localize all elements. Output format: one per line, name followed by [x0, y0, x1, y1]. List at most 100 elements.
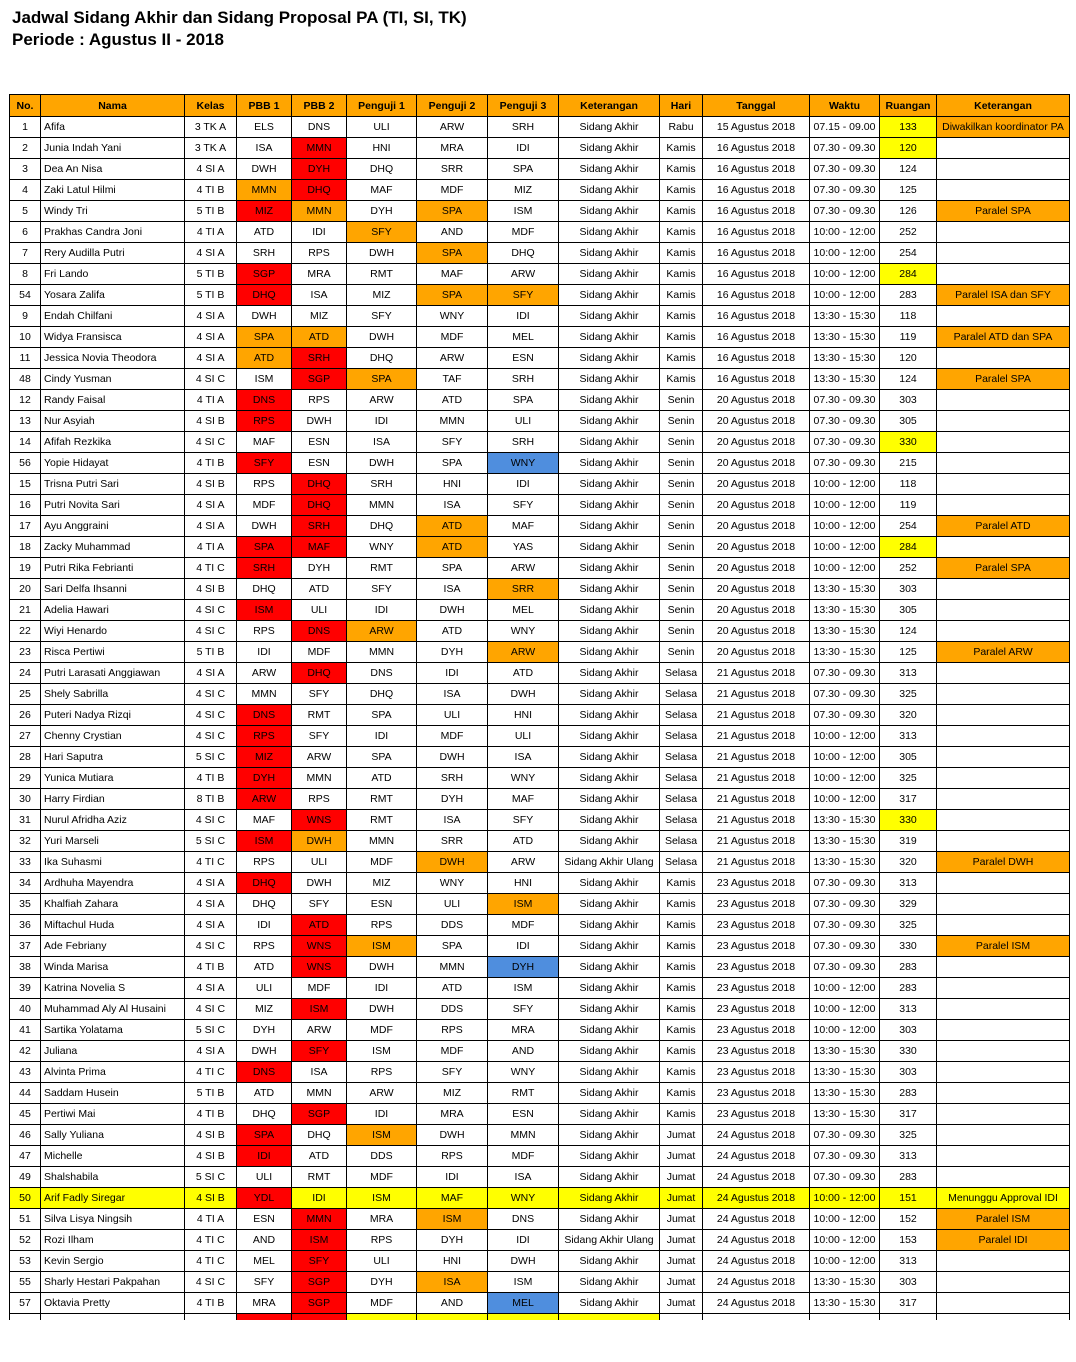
cell-keterangan: Sidang Akhir: [558, 1166, 660, 1188]
cell-waktu: 07.30 - 09.30: [809, 914, 880, 936]
cell-keterangan: Sidang Akhir: [558, 725, 660, 747]
cell-tanggal: 16 Agustus 2018: [702, 242, 810, 264]
cell-kelas: 5 SI C: [184, 830, 237, 852]
cell-keterangan-2: Paralel DWH: [936, 851, 1070, 873]
cell-keterangan: Sidang Akhir: [558, 935, 660, 957]
cell-tanggal: 20 Agustus 2018: [702, 452, 810, 474]
cell-penguji3: ISA: [487, 1166, 559, 1188]
cell-waktu: 07.30 - 09.30: [809, 1145, 880, 1167]
cell-tanggal: 20 Agustus 2018: [702, 494, 810, 516]
cell-keterangan: Sidang Akhir: [558, 1040, 660, 1062]
cell-nama: Michelle: [40, 1145, 185, 1167]
cell-keterangan-2: [936, 1250, 1070, 1272]
cell-tanggal: 16 Agustus 2018: [702, 347, 810, 369]
cell-pbb2: SFY: [291, 725, 347, 747]
cell-hari: Kamis: [659, 200, 703, 222]
cell-no: 41: [9, 1019, 41, 1041]
cell-penguji2: DYH: [416, 1229, 488, 1251]
cell-pbb1: MMN: [236, 683, 292, 705]
cell-pbb2: DHQ: [291, 494, 347, 516]
cell-keterangan-2: [936, 704, 1070, 726]
cell-nama: Putri Rika Febrianti: [40, 557, 185, 579]
cell-pbb1: DHQ: [236, 872, 292, 894]
cell-tanggal: 16 Agustus 2018: [702, 263, 810, 285]
cell-keterangan-2: Paralel ATD: [936, 515, 1070, 537]
cell-penguji1: ARW: [346, 620, 417, 642]
table-body: 1 Afifa 3 TK A ELS DNS ULI ARW SRH Sidang Akhir R…: [9, 116, 1070, 1320]
table-row: 15 Trisna Putri Sari 4 SI B RPS DHQ SRH HNI IDI…: [9, 473, 1070, 495]
cell-penguji2: MMN: [416, 956, 488, 978]
cell-nama: Miftachul Huda: [40, 914, 185, 936]
cell-penguji1: SPA: [346, 368, 417, 390]
cell-waktu: 07.30 - 09.30: [809, 935, 880, 957]
cell-ruangan: 215: [879, 452, 937, 474]
cell-penguji1: ISM: [346, 1124, 417, 1146]
cell-penguji2: DWH: [416, 746, 488, 768]
cell-penguji2: ULI: [416, 704, 488, 726]
cell-nama: Chenny Crystian: [40, 725, 185, 747]
cell-hari: Senin: [659, 473, 703, 495]
cell-penguji1: DYH: [346, 200, 417, 222]
cell-penguji2: DDS: [416, 914, 488, 936]
cell-waktu: 07.30 - 09.30: [809, 410, 880, 432]
cell-pbb1: ELS: [236, 116, 292, 138]
table-row: 47 Michelle 4 SI B IDI ATD DDS RPS MDF Sidang Ak…: [9, 1145, 1070, 1167]
cell-waktu: 07.30 - 09.30: [809, 683, 880, 705]
cell-kelas: 3 TK A: [184, 137, 237, 159]
cell-penguji3: ARW: [487, 263, 559, 285]
cell-pbb2: DWH: [291, 410, 347, 432]
cell-partial: [936, 1313, 1070, 1320]
cell-keterangan: Sidang Akhir: [558, 578, 660, 600]
cell-hari: Selasa: [659, 809, 703, 831]
cell-no: 19: [9, 557, 41, 579]
cell-penguji1: MIZ: [346, 872, 417, 894]
cell-penguji1: MIZ: [346, 284, 417, 306]
cell-penguji3: WNY: [487, 452, 559, 474]
cell-kelas: 5 SI C: [184, 1019, 237, 1041]
cell-no: 5: [9, 200, 41, 222]
cell-pbb2: MMN: [291, 1208, 347, 1230]
cell-pbb2: DHQ: [291, 662, 347, 684]
header-waktu: Waktu: [809, 94, 880, 117]
title-line-2: Periode : Agustus II - 2018: [12, 30, 224, 49]
cell-pbb2: DWH: [291, 830, 347, 852]
cell-kelas: 5 SI C: [184, 746, 237, 768]
cell-nama: Widya Fransisca: [40, 326, 185, 348]
cell-ruangan: 330: [879, 809, 937, 831]
cell-pbb1: RPS: [236, 725, 292, 747]
cell-no: 24: [9, 662, 41, 684]
title-line-1: Jadwal Sidang Akhir dan Sidang Proposal …: [12, 8, 467, 27]
cell-pbb1: MDF: [236, 494, 292, 516]
table-row: 42 Juliana 4 SI A DWH SFY ISM MDF AND Sidang Akh…: [9, 1040, 1070, 1062]
cell-pbb2: ISM: [291, 998, 347, 1020]
cell-pbb1: DNS: [236, 1061, 292, 1083]
cell-penguji3: MAF: [487, 788, 559, 810]
cell-waktu: 10:00 - 12:00: [809, 1019, 880, 1041]
cell-penguji2: MDF: [416, 326, 488, 348]
cell-ruangan: 252: [879, 557, 937, 579]
cell-nama: Adelia Hawari: [40, 599, 185, 621]
cell-ruangan: 325: [879, 767, 937, 789]
cell-penguji1: RMT: [346, 557, 417, 579]
cell-penguji3: MRA: [487, 1019, 559, 1041]
cell-keterangan: Sidang Akhir: [558, 452, 660, 474]
table-row: 53 Kevin Sergio 4 TI C MEL SFY ULI HNI DWH Sidan…: [9, 1250, 1070, 1272]
cell-partial: [291, 1313, 347, 1320]
cell-penguji2: HNI: [416, 473, 488, 495]
cell-nama: Hari Saputra: [40, 746, 185, 768]
cell-kelas: 8 TI B: [184, 788, 237, 810]
cell-nama: Juliana: [40, 1040, 185, 1062]
cell-ruangan: 283: [879, 284, 937, 306]
cell-penguji3: MDF: [487, 1145, 559, 1167]
cell-keterangan-2: [936, 914, 1070, 936]
cell-nama: Winda Marisa: [40, 956, 185, 978]
cell-ruangan: 283: [879, 956, 937, 978]
cell-nama: Shalshabila: [40, 1166, 185, 1188]
cell-pbb2: MAF: [291, 536, 347, 558]
cell-pbb2: ESN: [291, 431, 347, 453]
cell-kelas: 4 TI B: [184, 179, 237, 201]
cell-ruangan: 151: [879, 1187, 937, 1209]
cell-waktu: 07.30 - 09.30: [809, 956, 880, 978]
cell-keterangan-2: [936, 746, 1070, 768]
cell-pbb1: SPA: [236, 536, 292, 558]
